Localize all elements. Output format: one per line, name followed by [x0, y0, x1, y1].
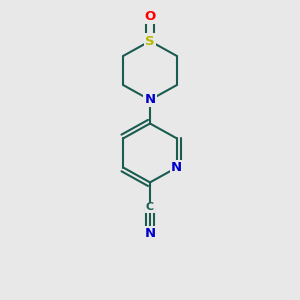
- Text: N: N: [171, 161, 182, 174]
- Text: C: C: [146, 202, 154, 212]
- Text: N: N: [144, 93, 156, 106]
- Text: S: S: [145, 34, 155, 48]
- Text: O: O: [144, 10, 156, 22]
- Text: N: N: [144, 227, 156, 240]
